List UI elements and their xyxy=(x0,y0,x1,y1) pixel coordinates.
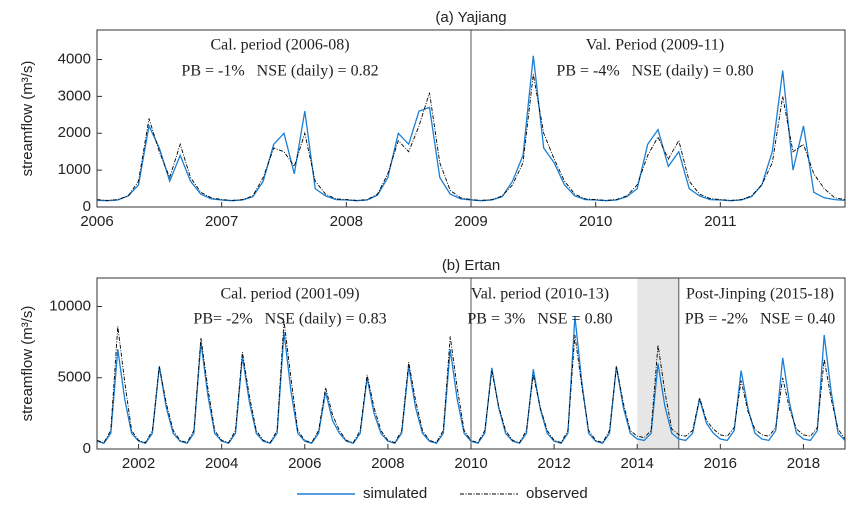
x-tick-label: 2016 xyxy=(704,455,737,472)
y-tick-label: 10000 xyxy=(49,297,91,314)
y-tick-label: 4000 xyxy=(58,50,91,67)
x-tick-label: 2008 xyxy=(371,455,404,472)
y-tick-label: 1000 xyxy=(58,161,91,178)
annotation: PB= -2% NSE (daily) = 0.83 xyxy=(193,311,386,328)
annotation: Val. period (2010-13) xyxy=(471,286,609,303)
x-tick-label: 2006 xyxy=(80,213,113,230)
y-tick-label: 2000 xyxy=(58,124,91,141)
legend-label: simulated xyxy=(363,485,427,502)
x-tick-label: 2010 xyxy=(579,213,612,230)
x-tick-label: 2007 xyxy=(205,213,238,230)
annotation: PB = -1% NSE (daily) = 0.82 xyxy=(181,63,378,80)
y-axis-label: streamflow (m³/s) xyxy=(19,61,36,177)
x-tick-label: 2011 xyxy=(704,213,736,230)
annotation: Post-Jinping (2015-18) xyxy=(686,286,834,303)
annotation: PB = -4% NSE (daily) = 0.80 xyxy=(556,63,753,80)
legend-label: observed xyxy=(526,485,588,502)
annotation: PB = -2% NSE = 0.40 xyxy=(685,311,836,328)
chart-title: (a) Yajiang xyxy=(435,9,506,26)
series-line xyxy=(96,74,846,201)
annotation: PB = 3% NSE = 0.80 xyxy=(467,311,612,328)
y-tick-label: 0 xyxy=(83,440,91,457)
x-tick-label: 2006 xyxy=(288,455,321,472)
chart-title: (b) Ertan xyxy=(442,257,500,274)
annotation: Val. Period (2009-11) xyxy=(586,37,725,54)
x-tick-label: 2012 xyxy=(537,455,570,472)
y-tick-label: 3000 xyxy=(58,87,91,104)
x-tick-label: 2018 xyxy=(787,455,820,472)
y-tick-label: 0 xyxy=(83,198,91,215)
annotation: Cal. period (2001-09) xyxy=(220,286,359,303)
x-tick-label: 2014 xyxy=(621,455,654,472)
y-tick-label: 5000 xyxy=(58,369,91,386)
series-line xyxy=(96,320,846,444)
x-tick-label: 2009 xyxy=(454,213,487,230)
series-line xyxy=(96,316,846,445)
x-tick-label: 2010 xyxy=(454,455,487,472)
x-tick-label: 2002 xyxy=(122,455,155,472)
x-tick-label: 2008 xyxy=(330,213,363,230)
x-tick-label: 2004 xyxy=(205,455,238,472)
annotation: Cal. period (2006-08) xyxy=(210,37,349,54)
y-axis-label: streamflow (m³/s) xyxy=(19,306,36,422)
